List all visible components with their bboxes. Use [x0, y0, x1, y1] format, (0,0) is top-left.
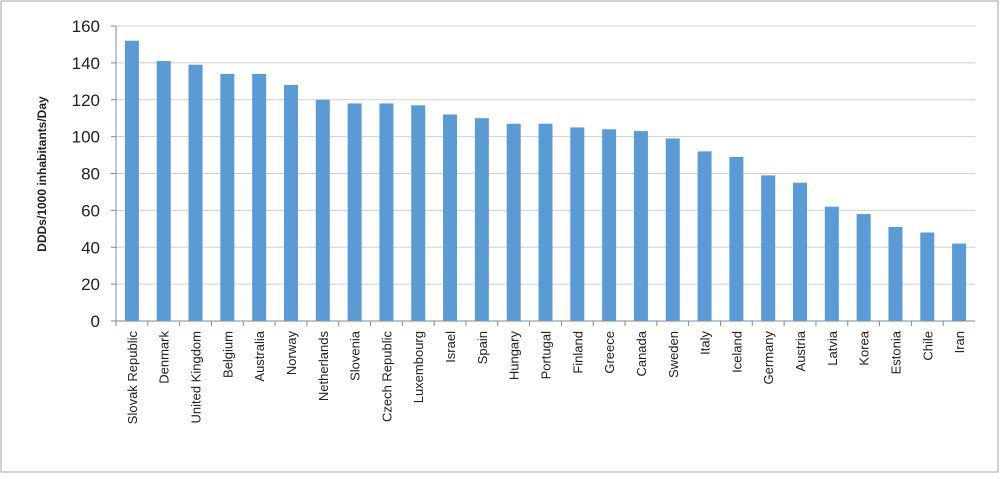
x-tick-label: Belgium [220, 331, 235, 378]
bar [761, 175, 776, 321]
x-tick-label: Spain [475, 331, 490, 364]
x-tick-label: Slovenia [348, 330, 363, 381]
y-tick-label: 160 [72, 17, 100, 36]
bar [474, 118, 489, 321]
x-tick-label: United Kingdom [189, 331, 204, 424]
bar [952, 243, 967, 321]
bar [856, 214, 871, 321]
y-tick-label: 140 [72, 54, 100, 73]
x-tick-label: Canada [634, 330, 649, 376]
x-tick-label: Iran [952, 331, 967, 353]
y-tick-label: 80 [81, 165, 100, 184]
x-tick-label: Austria [793, 330, 808, 371]
bar [411, 105, 426, 321]
x-tick-label: Germany [761, 331, 776, 385]
x-tick-label: Hungary [507, 331, 522, 381]
x-tick-label: Finland [570, 331, 585, 374]
bar [283, 85, 298, 321]
x-tick-label: Korea [857, 330, 872, 365]
x-tick-label: Slovak Republic [125, 331, 140, 425]
x-tick-label: Iceland [729, 331, 744, 373]
y-tick-label: 20 [81, 275, 100, 294]
x-tick-label: Denmark [157, 331, 172, 384]
x-tick-label: Sweden [666, 331, 681, 378]
bar [729, 156, 744, 321]
y-tick-label: 120 [72, 91, 100, 110]
bar [188, 64, 203, 321]
x-tick-label: Netherlands [316, 331, 331, 402]
bar [920, 232, 935, 321]
bar [665, 138, 680, 321]
x-tick-label: Portugal [539, 331, 554, 380]
bar [156, 61, 171, 321]
bar [506, 123, 521, 321]
bar [347, 103, 362, 321]
bar [602, 129, 617, 321]
y-axis-label: DDDs/1000 inhabitants/Day [35, 96, 49, 252]
bar [824, 206, 839, 321]
bar [793, 182, 808, 321]
x-tick-label: Italy [698, 331, 713, 355]
x-tick-label: Czech Republic [379, 331, 394, 423]
x-tick-label: Greece [602, 331, 617, 374]
bar [888, 226, 903, 321]
y-tick-label: 60 [81, 201, 100, 220]
y-tick-label: 100 [72, 128, 100, 147]
bar [538, 123, 553, 321]
x-tick-label: Australia [252, 330, 267, 381]
y-tick-label: 0 [91, 312, 100, 331]
bar [443, 114, 458, 321]
bar [379, 103, 394, 321]
bar [633, 131, 648, 321]
bar [220, 73, 235, 321]
bar [252, 73, 267, 321]
bar [124, 40, 139, 321]
bar [697, 151, 712, 321]
x-tick-label: Israel [443, 331, 458, 363]
x-tick-label: Luxembourg [411, 331, 426, 403]
x-tick-label: Norway [284, 331, 299, 376]
bar [570, 127, 585, 321]
x-tick-label: Chile [920, 331, 935, 361]
x-tick-label: Estonia [888, 330, 903, 374]
bar [315, 99, 330, 321]
y-tick-label: 40 [81, 238, 100, 257]
x-tick-label: Latvia [825, 330, 840, 365]
